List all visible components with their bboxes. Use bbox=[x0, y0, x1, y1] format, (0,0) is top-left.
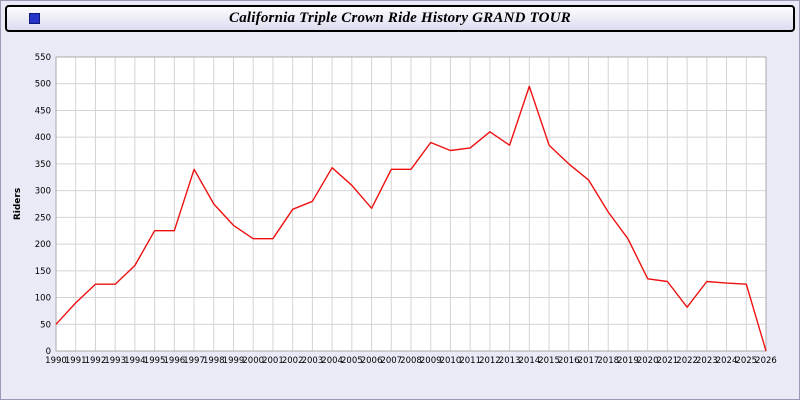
svg-text:2007: 2007 bbox=[380, 356, 402, 366]
svg-text:2016: 2016 bbox=[558, 356, 580, 366]
svg-text:2012: 2012 bbox=[479, 356, 501, 366]
svg-text:2026: 2026 bbox=[755, 356, 777, 366]
svg-text:2017: 2017 bbox=[578, 356, 600, 366]
svg-text:200: 200 bbox=[35, 240, 51, 250]
svg-text:2010: 2010 bbox=[440, 356, 462, 366]
svg-text:1991: 1991 bbox=[65, 356, 87, 366]
svg-text:100: 100 bbox=[35, 294, 51, 304]
svg-text:Riders: Riders bbox=[13, 188, 23, 220]
svg-text:2023: 2023 bbox=[696, 356, 718, 366]
svg-text:2025: 2025 bbox=[735, 356, 757, 366]
svg-text:2009: 2009 bbox=[420, 356, 442, 366]
riders-series-line bbox=[55, 85, 767, 352]
svg-text:1990: 1990 bbox=[45, 356, 67, 366]
svg-text:2013: 2013 bbox=[499, 356, 521, 366]
svg-text:2021: 2021 bbox=[657, 356, 679, 366]
svg-text:1993: 1993 bbox=[104, 356, 126, 366]
svg-text:550: 550 bbox=[35, 53, 51, 63]
blue-square-icon bbox=[29, 13, 40, 24]
svg-text:2011: 2011 bbox=[459, 356, 481, 366]
svg-text:300: 300 bbox=[35, 187, 51, 197]
title-bar: California Triple Crown Ride History GRA… bbox=[5, 5, 795, 32]
riders-line-chart: 0501001502002503003504004505005501990199… bbox=[13, 53, 777, 366]
svg-text:1999: 1999 bbox=[223, 356, 245, 366]
svg-text:50: 50 bbox=[40, 320, 51, 330]
svg-text:2004: 2004 bbox=[321, 356, 343, 366]
svg-text:2006: 2006 bbox=[361, 356, 383, 366]
svg-text:2003: 2003 bbox=[302, 356, 324, 366]
svg-text:1992: 1992 bbox=[85, 356, 107, 366]
svg-text:2015: 2015 bbox=[538, 356, 560, 366]
svg-text:1995: 1995 bbox=[144, 356, 166, 366]
svg-text:2020: 2020 bbox=[637, 356, 659, 366]
svg-text:2018: 2018 bbox=[597, 356, 619, 366]
svg-text:2008: 2008 bbox=[400, 356, 422, 366]
svg-text:500: 500 bbox=[35, 80, 51, 90]
svg-text:1997: 1997 bbox=[183, 356, 205, 366]
svg-text:2002: 2002 bbox=[282, 356, 304, 366]
svg-text:400: 400 bbox=[35, 133, 51, 143]
svg-text:2014: 2014 bbox=[519, 356, 541, 366]
svg-text:150: 150 bbox=[35, 267, 51, 277]
svg-text:2005: 2005 bbox=[341, 356, 363, 366]
svg-text:2022: 2022 bbox=[676, 356, 698, 366]
page-title: California Triple Crown Ride History GRA… bbox=[229, 10, 571, 26]
chart-container: 0 50 100 150 200 250 300 350 400 450 500 550 1990 199… bbox=[1, 45, 799, 400]
svg-text:2019: 2019 bbox=[617, 356, 639, 366]
svg-text:0: 0 bbox=[46, 347, 51, 357]
svg-text:250: 250 bbox=[35, 213, 51, 223]
svg-text:2000: 2000 bbox=[242, 356, 264, 366]
svg-text:1996: 1996 bbox=[164, 356, 186, 366]
svg-text:1998: 1998 bbox=[203, 356, 225, 366]
svg-text:2024: 2024 bbox=[716, 356, 738, 366]
svg-text:1994: 1994 bbox=[124, 356, 146, 366]
svg-text:2001: 2001 bbox=[262, 356, 284, 366]
svg-text:350: 350 bbox=[35, 160, 51, 170]
svg-text:450: 450 bbox=[35, 106, 51, 116]
